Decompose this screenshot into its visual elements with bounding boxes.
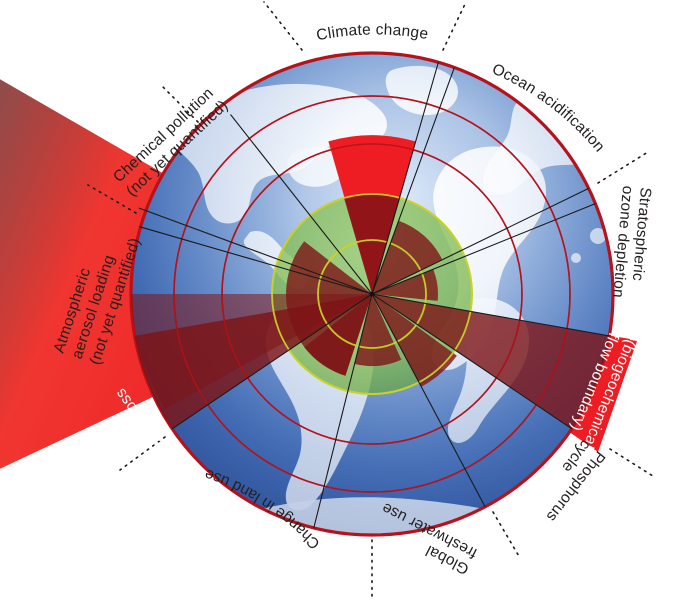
wedge-phosphorus-cycle — [372, 294, 457, 387]
wedge-divider-spokes — [138, 61, 610, 529]
inner-rings-overlay — [271, 193, 473, 395]
wedge-nitrogen-cycle — [372, 294, 610, 429]
label-climate-change: Climate change — [315, 21, 430, 44]
boundary-wedges — [131, 135, 610, 429]
wedge-ocean-acidification — [372, 220, 443, 294]
boundary-rings-overlay — [173, 95, 571, 493]
label-divider-dotted-lines — [87, 1, 657, 597]
wedge-ozone-depletion — [372, 269, 438, 301]
center-point — [369, 291, 375, 297]
label-stratospheric-ozone-depletion-line2: ozone depletion — [609, 185, 636, 299]
